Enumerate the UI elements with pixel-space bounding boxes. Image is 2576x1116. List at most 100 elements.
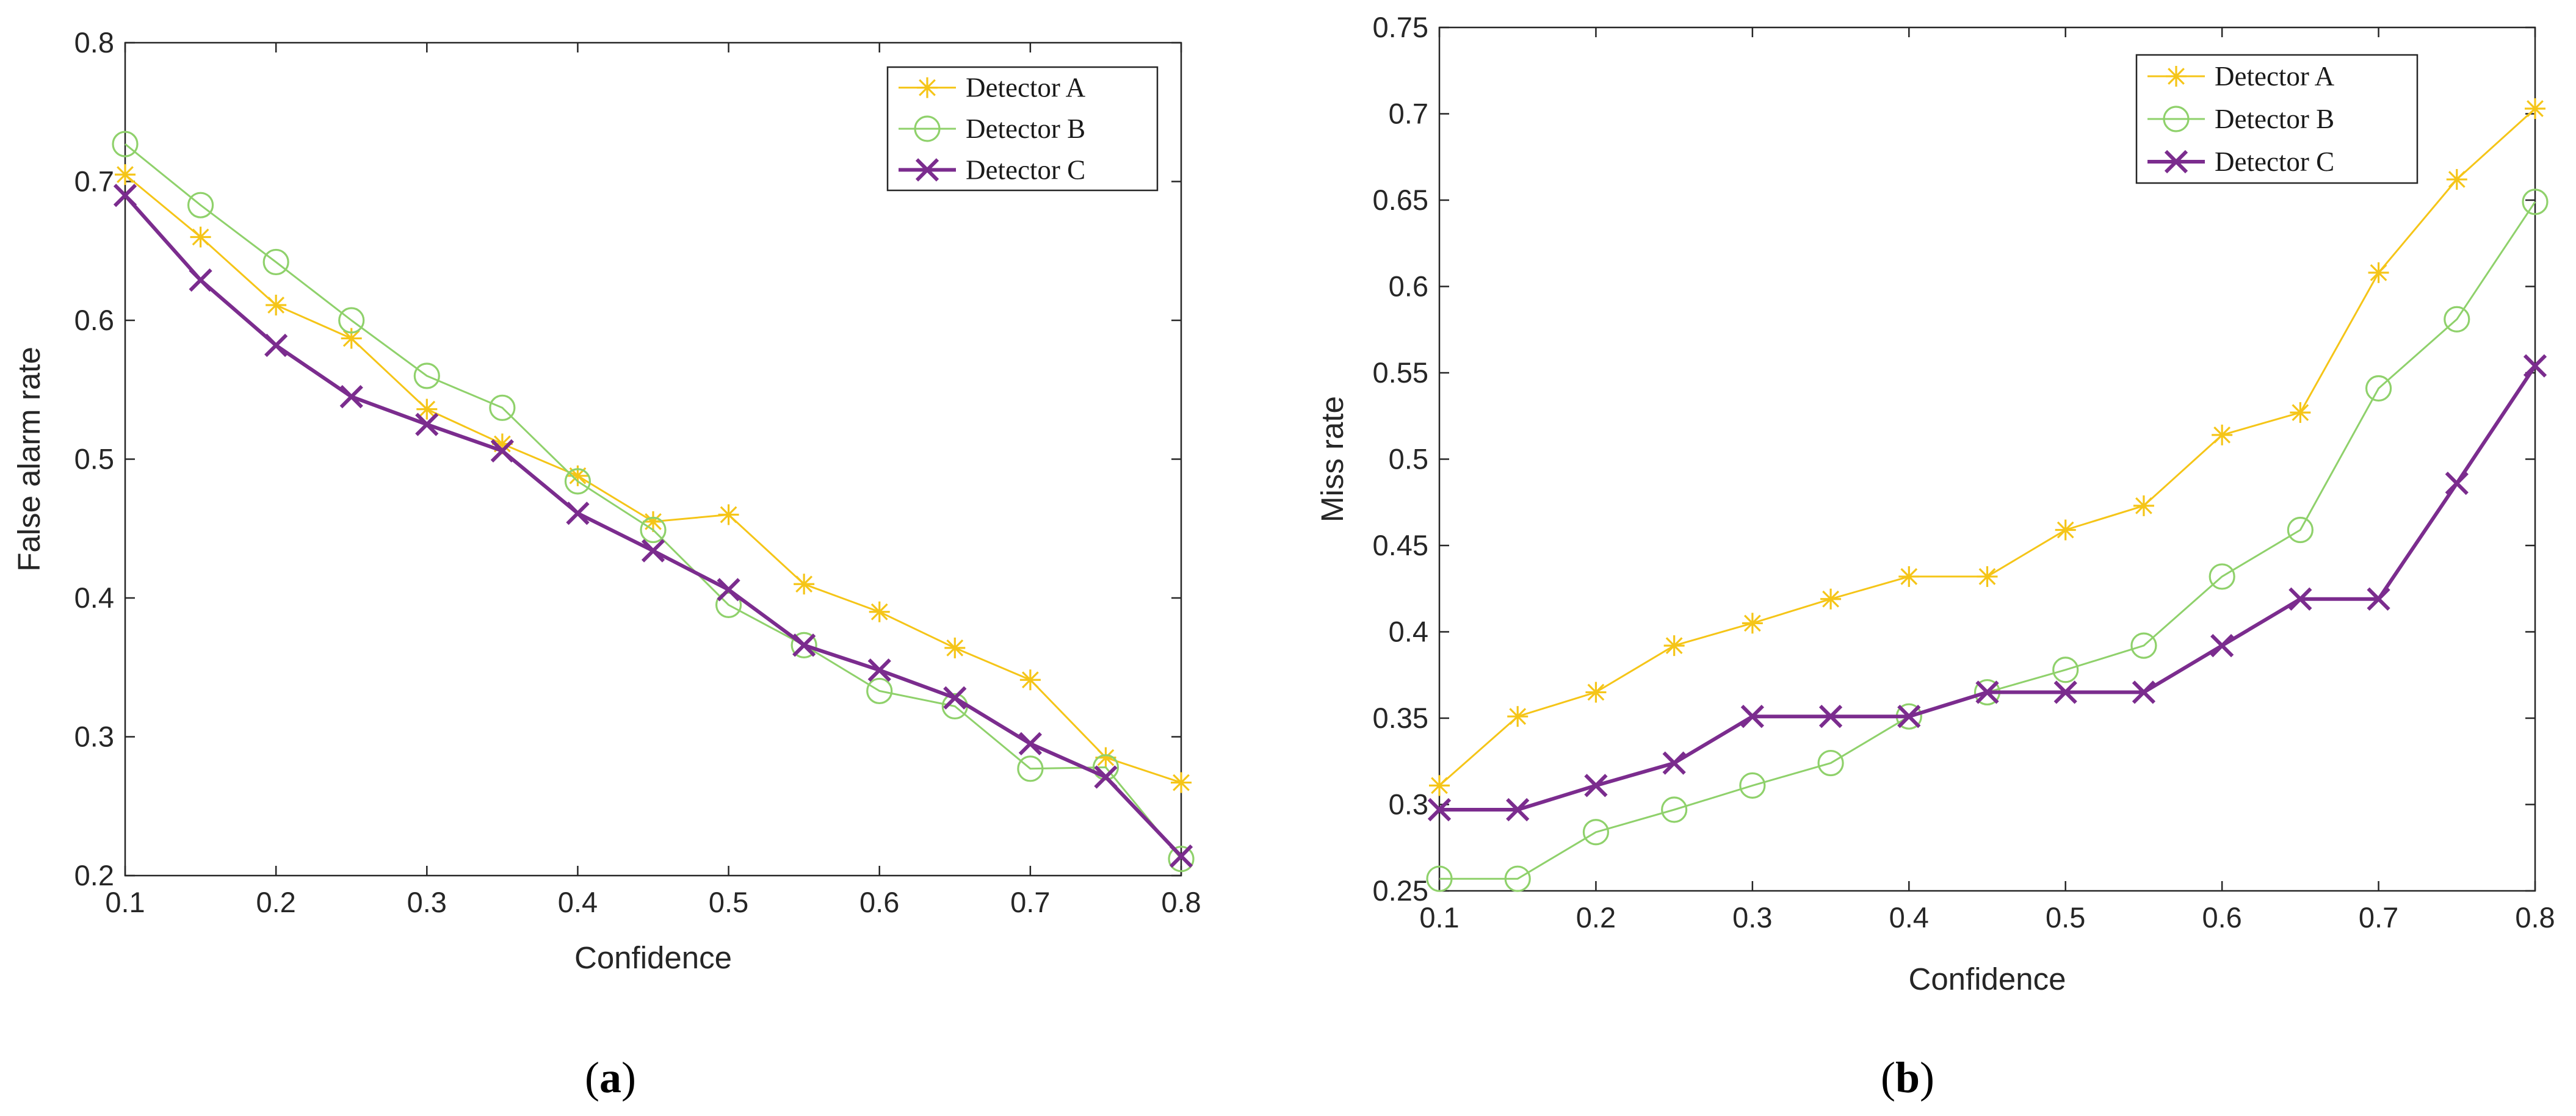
series-detector-c	[113, 184, 1193, 868]
data-point	[869, 601, 890, 622]
circle-marker	[2130, 632, 2157, 659]
data-point	[264, 333, 288, 358]
x-marker-stroke	[415, 412, 439, 436]
caption-label: b	[1895, 1053, 1920, 1102]
star-marker-stroke	[1509, 708, 1527, 725]
circle-marker	[715, 591, 742, 618]
x-marker-stroke	[792, 633, 816, 657]
y-tick-label: 0.6	[74, 304, 114, 336]
x-marker-stroke	[867, 658, 891, 682]
circle-marker	[866, 677, 893, 705]
data-point	[1661, 796, 1688, 823]
circle-marker	[914, 115, 941, 142]
data-point	[2523, 354, 2547, 378]
star-marker-stroke	[2448, 171, 2466, 188]
circle-marker	[791, 632, 817, 658]
x-tick-label: 0.8	[2515, 901, 2555, 934]
star-marker-stroke	[1900, 568, 1918, 585]
data-point	[944, 637, 966, 658]
x-marker-stroke	[339, 385, 363, 409]
data-point	[943, 686, 967, 710]
data-point	[718, 504, 739, 525]
star-marker-stroke	[342, 329, 360, 347]
circle-marker	[338, 307, 365, 334]
legend-marker	[915, 158, 939, 182]
x-marker-stroke	[1818, 705, 1843, 729]
x-marker-stroke	[915, 158, 939, 182]
caption-close: )	[1920, 1053, 1934, 1102]
x-marker-stroke	[2164, 149, 2188, 174]
x-marker-stroke	[566, 502, 590, 525]
chart-panel-a: 0.1 0.2 0.3 0.4 0.5 0.6 0.7 0.80.20.30.40.50.60…	[12, 26, 1201, 1102]
data-point	[415, 412, 439, 436]
circle-marker	[1817, 749, 1844, 777]
x-tick-label: 0.8	[1161, 886, 1201, 918]
circle-marker	[564, 468, 592, 495]
circle-marker	[1661, 796, 1688, 823]
data-point	[115, 164, 136, 185]
data-point	[2365, 375, 2392, 402]
data-point	[1017, 755, 1044, 782]
data-point	[1663, 635, 1685, 657]
data-point	[2053, 680, 2077, 704]
x-marker-stroke	[2288, 587, 2312, 611]
data-point	[1742, 613, 1763, 634]
circle-marker	[640, 516, 667, 544]
x-tick-label: 0.4	[1889, 901, 1929, 934]
data-point	[266, 294, 287, 315]
data-point	[1817, 749, 1844, 777]
circle-marker	[262, 248, 289, 276]
star-marker-stroke	[418, 400, 436, 418]
x-marker-stroke	[2210, 634, 2234, 658]
data-point	[1977, 566, 1998, 587]
data-point	[1662, 751, 1686, 775]
data-point	[794, 574, 815, 595]
legend-marker	[2164, 149, 2188, 174]
x-marker-stroke	[1427, 797, 1452, 822]
legend: Detector A Detector B Detector C	[2135, 54, 2419, 184]
y-tick-label: 0.75	[1373, 11, 1428, 43]
star-marker-stroke	[946, 639, 964, 657]
data-point	[187, 192, 214, 218]
legend-label: Detector C	[2215, 146, 2334, 177]
star-marker-stroke	[1587, 683, 1605, 701]
star-marker-stroke	[720, 506, 737, 524]
x-marker-stroke	[2445, 471, 2469, 495]
data-point	[1818, 705, 1843, 729]
data-point	[2210, 634, 2234, 658]
data-point	[1507, 706, 1529, 727]
caption-open: (	[1881, 1053, 1895, 1102]
star-marker-stroke	[2057, 521, 2074, 539]
circle-marker	[2522, 189, 2549, 215]
data-point	[1168, 846, 1195, 873]
star-marker-stroke	[267, 297, 285, 314]
data-point	[2288, 587, 2312, 611]
x-tick-label: 0.7	[1010, 886, 1050, 918]
data-point	[715, 591, 742, 618]
data-point	[1426, 865, 1453, 892]
data-point	[1171, 772, 1192, 793]
data-point	[341, 328, 362, 349]
x-marker-stroke	[641, 539, 665, 563]
y-tick-label: 0.7	[1389, 98, 1428, 130]
data-point	[1427, 797, 1452, 822]
panel-caption: (b)	[1881, 1053, 1934, 1102]
star-marker-stroke	[919, 79, 936, 96]
data-point	[1584, 774, 1608, 797]
star-marker-stroke	[1665, 637, 1683, 655]
legend-marker	[2166, 66, 2187, 87]
data-point	[112, 131, 139, 157]
data-point	[1820, 588, 1842, 610]
x-marker-stroke	[1897, 705, 1921, 729]
legend-item: Detector B	[2147, 104, 2334, 134]
data-point	[416, 398, 438, 420]
data-point	[1506, 797, 1530, 822]
x-marker-stroke	[490, 439, 514, 463]
x-tick-label: 0.1	[1419, 901, 1459, 934]
x-axis-label: Confidence	[574, 940, 732, 975]
chart-panel-b: 0.1 0.2 0.3 0.4 0.5 0.6 0.7 0.8 0.25 0.3 0.35 0.4 0.…	[1315, 11, 2555, 1102]
x-marker-stroke	[1506, 797, 1530, 822]
star-marker-stroke	[192, 228, 209, 246]
data-point	[2212, 424, 2233, 445]
